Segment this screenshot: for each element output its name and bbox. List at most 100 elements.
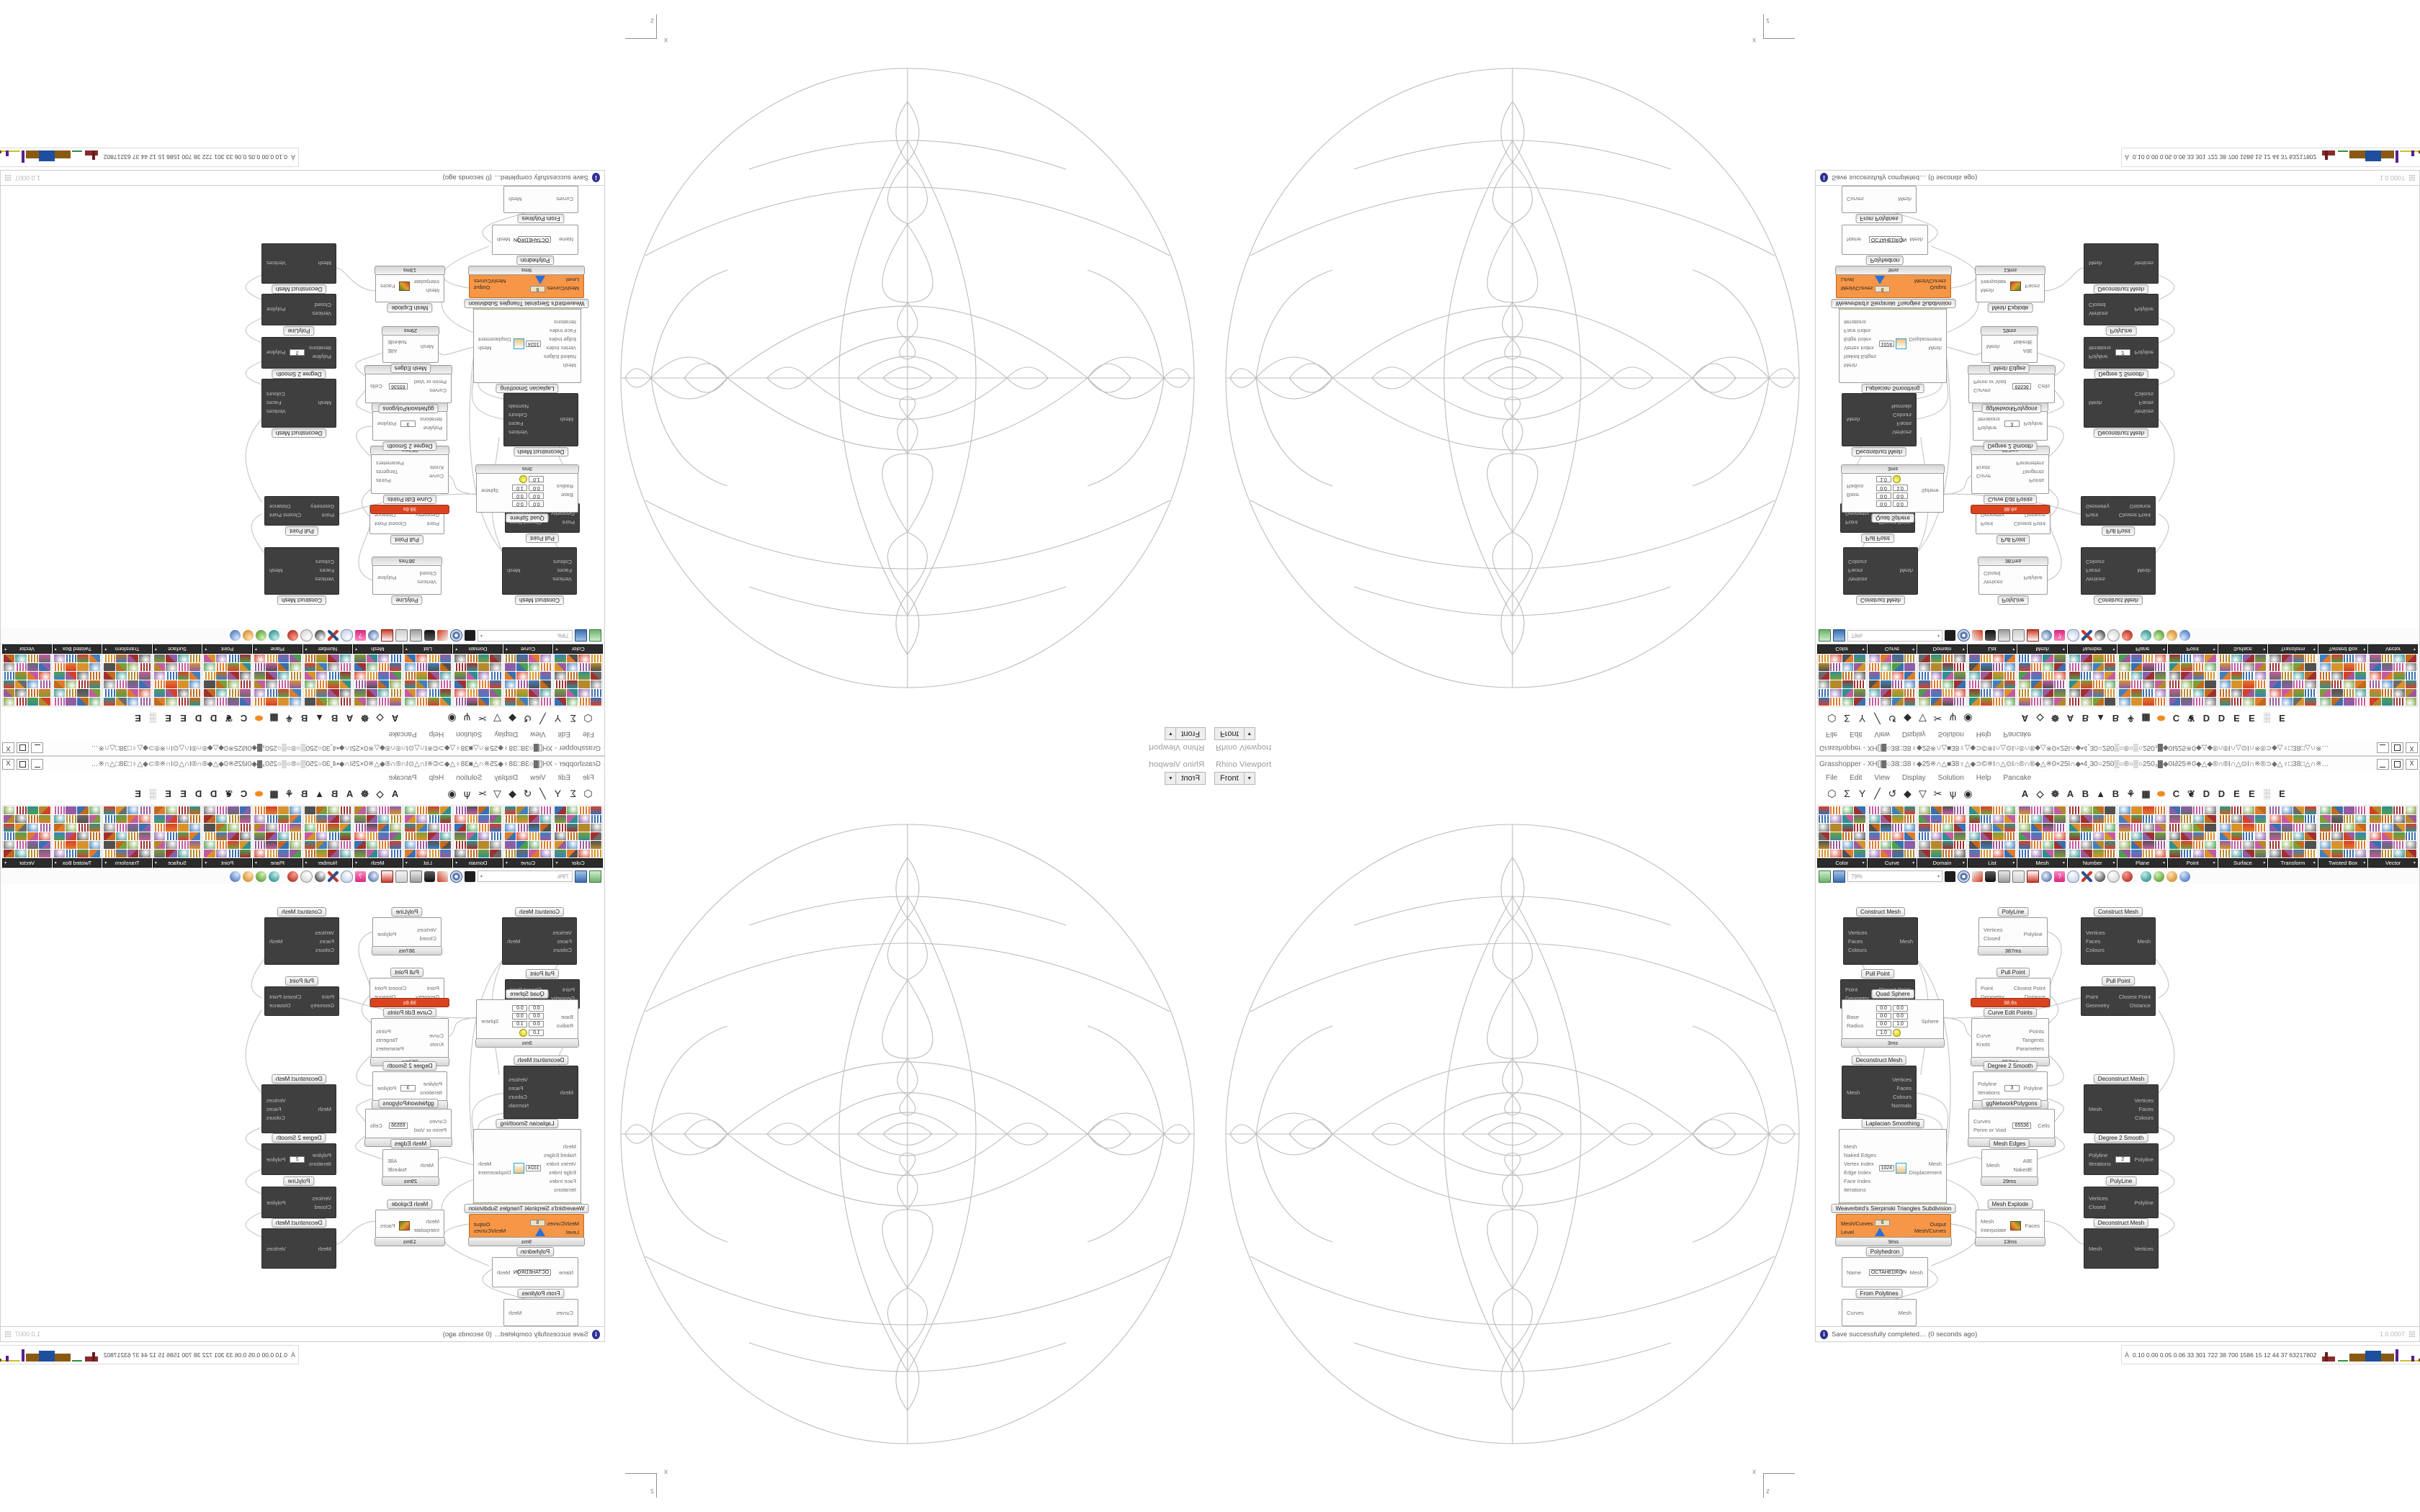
component-icon[interactable]: [304, 832, 315, 840]
component-icon[interactable]: [2393, 698, 2405, 706]
component-icon[interactable]: [2019, 654, 2030, 662]
output-port[interactable]: Faces: [2025, 283, 2040, 290]
component-icon[interactable]: [2143, 680, 2154, 688]
component-icon[interactable]: [1942, 672, 1954, 680]
input-port[interactable]: Geometry: [1981, 994, 2004, 1000]
component-icon[interactable]: [239, 850, 251, 858]
component-icon[interactable]: [2393, 689, 2405, 697]
component-icon[interactable]: [2254, 680, 2267, 688]
output-port[interactable]: Parameters: [2016, 1045, 2044, 1052]
output-port[interactable]: Vertices: [2134, 408, 2154, 415]
component-icon[interactable]: [2054, 841, 2066, 849]
input-port[interactable]: Iterations: [309, 345, 331, 352]
gh-node-polyline-2[interactable]: PolyLine Vertices Closed Polyline: [261, 1176, 336, 1218]
capsule-icon[interactable]: [424, 630, 435, 642]
node-caption[interactable]: Mesh Explode: [387, 303, 433, 312]
component-icon[interactable]: [89, 815, 101, 823]
zoom-level-input[interactable]: 79%: [1847, 870, 1942, 882]
node-body[interactable]: Name OCTAHEDRON Mesh: [492, 225, 578, 255]
component-icon[interactable]: [1981, 832, 1992, 840]
component-icon[interactable]: [490, 654, 501, 662]
component-icon[interactable]: [2019, 663, 2030, 671]
input-port[interactable]: Mesh: [2089, 400, 2102, 407]
node-body[interactable]: Base Radius 0.0 0.0 0.0 0.0 0.0 1.0 1.0 Sphere: [1842, 999, 1944, 1043]
component-icon[interactable]: [2119, 689, 2130, 697]
component-icon[interactable]: [2069, 806, 2081, 814]
input-port[interactable]: Mesh/Curves: [547, 285, 579, 292]
component-icon[interactable]: [2231, 824, 2243, 832]
gh-node-mesh-explode[interactable]: Mesh Explode Mesh Interpolate Faces 13ms: [1975, 266, 2045, 312]
ribbon-glyph-right-2[interactable]: ☸: [360, 713, 369, 724]
component-icon[interactable]: [555, 680, 566, 688]
ribbon-glyph-right-3[interactable]: A: [346, 713, 354, 724]
rhino-viewport-panel[interactable]: Rhino Viewport Front ▼ x z: [1210, 756, 1816, 1512]
component-icon[interactable]: [1868, 654, 1880, 662]
new-file-icon[interactable]: [589, 629, 601, 642]
input-port[interactable]: Point: [1981, 521, 1994, 527]
component-icon[interactable]: [153, 832, 166, 840]
component-icon[interactable]: [2354, 663, 2367, 671]
menu-item-view[interactable]: View: [1874, 730, 1890, 738]
ribbon-glyph-right-10[interactable]: C: [240, 713, 248, 724]
input-port[interactable]: Iterations: [554, 319, 576, 326]
component-icon[interactable]: [1904, 654, 1916, 662]
component-icon[interactable]: [228, 841, 239, 849]
component-icon[interactable]: [1868, 680, 1880, 688]
output-port[interactable]: Faces: [2138, 1105, 2154, 1112]
node-value-field[interactable]: 1024: [525, 1164, 542, 1171]
component-icon[interactable]: [416, 850, 428, 858]
component-icon[interactable]: [490, 824, 501, 832]
node-caption[interactable]: Pull Point: [285, 976, 318, 986]
component-icon[interactable]: [2081, 672, 2092, 680]
component-icon[interactable]: [1842, 824, 1854, 832]
node-body[interactable]: Curves Mesh: [503, 186, 578, 213]
component-icon[interactable]: [2030, 698, 2043, 706]
component-icon[interactable]: [528, 663, 540, 671]
ribbon-glyph-right-9[interactable]: ⬬: [254, 713, 264, 724]
component-icon[interactable]: [2092, 850, 2105, 858]
new-file-icon[interactable]: [589, 870, 601, 883]
output-port[interactable]: Polyline: [2134, 349, 2154, 356]
rhino-viewport-panel[interactable]: Rhino Viewport Front ▼ x z: [604, 756, 1210, 1512]
component-icon[interactable]: [1880, 806, 1892, 814]
input-port[interactable]: Point: [2086, 994, 2099, 1000]
chevron-down-icon[interactable]: ▼: [1165, 773, 1177, 784]
output-port[interactable]: Cells: [2038, 383, 2050, 390]
component-icon[interactable]: [1992, 680, 2004, 688]
component-icon[interactable]: [139, 672, 151, 680]
component-icon[interactable]: [2343, 815, 2354, 823]
component-icon[interactable]: [516, 806, 528, 814]
component-icon[interactable]: [2305, 850, 2316, 858]
component-icon[interactable]: [2205, 815, 2216, 823]
node-caption[interactable]: PolyLine: [391, 595, 423, 605]
component-icon[interactable]: [239, 680, 251, 688]
component-icon[interactable]: [504, 672, 516, 680]
node-caption[interactable]: From Polylines: [517, 214, 565, 223]
component-icon[interactable]: [2169, 654, 2181, 662]
component-tab-curve[interactable]: Curve: [1867, 858, 1917, 868]
component-icon[interactable]: [115, 654, 127, 662]
component-icon[interactable]: [1892, 672, 1904, 680]
ribbon-glyph-left-2[interactable]: Υ: [554, 788, 562, 799]
input-port[interactable]: Naked Edges: [1844, 1151, 1877, 1158]
input-port[interactable]: Vertices: [315, 929, 334, 936]
ribbon-glyph-right-6[interactable]: B: [2112, 788, 2120, 799]
component-icon[interactable]: [139, 806, 151, 814]
component-icon[interactable]: [2130, 689, 2143, 697]
component-icon[interactable]: [1968, 832, 1981, 840]
component-icon[interactable]: [15, 850, 27, 858]
component-icon[interactable]: [315, 824, 328, 832]
preview-icon[interactable]: [450, 629, 462, 642]
component-icon[interactable]: [177, 850, 189, 858]
component-icon[interactable]: [2405, 698, 2416, 706]
sphere-light-icon[interactable]: [2107, 870, 2120, 883]
ribbon-glyph-right-16[interactable]: ░: [2263, 788, 2271, 799]
component-icon[interactable]: [277, 689, 290, 697]
tray-icon-grid[interactable]: [2017, 805, 2067, 858]
component-icon[interactable]: [104, 680, 115, 688]
gh-node-deconstruct-mesh-1[interactable]: Deconstruct Mesh Mesh Vertices Faces Colours…: [1842, 393, 1917, 456]
component-icon[interactable]: [377, 806, 390, 814]
component-icon[interactable]: [2381, 824, 2393, 832]
component-icon[interactable]: [115, 680, 127, 688]
component-icon[interactable]: [239, 806, 251, 814]
